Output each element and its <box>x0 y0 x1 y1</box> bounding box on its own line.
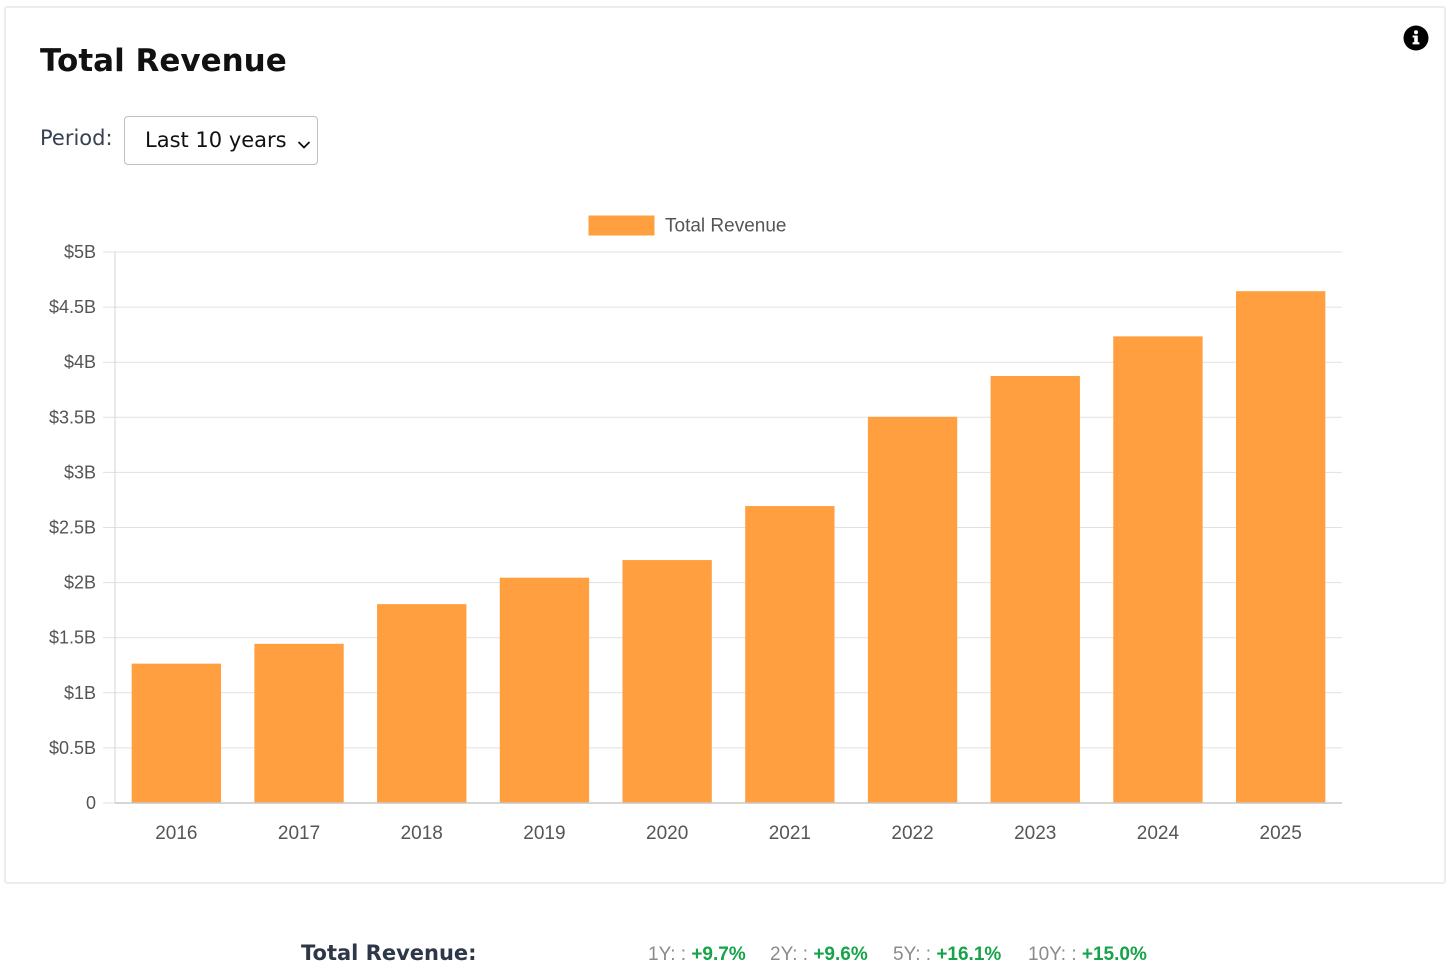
growth-stat-label: 2Y: : <box>770 944 814 965</box>
growth-stat-label: 10Y: : <box>1028 944 1082 965</box>
x-tick-label: 2020 <box>646 823 688 844</box>
bar[interactable] <box>622 560 712 804</box>
legend-swatch <box>588 215 655 236</box>
y-tick-label: $5B <box>64 242 96 262</box>
y-tick-label: $1B <box>64 683 96 703</box>
y-tick-label: $1.5B <box>49 628 96 648</box>
period-label: Period: <box>40 126 113 150</box>
y-tick-label: $3B <box>64 462 96 482</box>
legend-label: Total Revenue <box>665 216 786 237</box>
y-tick-label: $2.5B <box>49 518 96 538</box>
x-tick-label: 2019 <box>523 823 565 844</box>
x-tick-label: 2022 <box>891 823 933 844</box>
x-tick-label: 2023 <box>1014 823 1056 844</box>
chevron-down-icon <box>297 135 311 149</box>
bar[interactable] <box>990 376 1080 804</box>
y-tick-label: $3.5B <box>49 407 96 427</box>
growth-stat-label: 1Y: : <box>648 944 692 965</box>
x-tick-label: 2025 <box>1260 823 1302 844</box>
growth-stat-value: +9.6% <box>813 944 868 965</box>
growth-stat: 2Y: : +9.6% <box>770 944 868 966</box>
revenue-bar-chart: 0 $0.5B $1B $1.5B $2B $2.5B $3B $3.5B $4B $4.5B $5… <box>49 215 1342 844</box>
growth-stat-value: +16.1% <box>936 944 1002 965</box>
bar[interactable] <box>499 577 590 804</box>
bar[interactable] <box>1235 291 1326 804</box>
summary-label: Total Revenue: <box>301 941 477 965</box>
growth-stat: 10Y: : +15.0% <box>1028 944 1147 966</box>
y-tick-label: $2B <box>64 573 96 593</box>
x-tick-label: 2017 <box>278 823 320 844</box>
y-tick-label: $0.5B <box>49 738 96 758</box>
growth-stat-value: +9.7% <box>691 944 746 965</box>
growth-stat-value: +15.0% <box>1081 944 1147 965</box>
growth-stat: 1Y: : +9.7% <box>648 944 746 966</box>
y-tick-label: $4.5B <box>49 297 96 317</box>
growth-stat-label: 5Y: : <box>893 944 937 965</box>
page-title: Total Revenue <box>40 43 287 79</box>
y-tick-label: 0 <box>86 793 96 813</box>
period-select[interactable]: Last 10 years <box>124 116 318 165</box>
growth-stat: 5Y: : +16.1% <box>893 944 1001 966</box>
bar[interactable] <box>867 416 958 804</box>
x-tick-label: 2021 <box>769 823 811 844</box>
x-tick-label: 2016 <box>155 823 197 844</box>
info-circle-icon[interactable] <box>1403 25 1429 51</box>
bar[interactable] <box>131 663 222 804</box>
bar[interactable] <box>254 643 344 804</box>
bar[interactable] <box>745 506 835 804</box>
bar[interactable] <box>377 604 467 804</box>
y-tick-label: $4B <box>64 352 96 372</box>
x-tick-label: 2024 <box>1137 823 1180 844</box>
x-tick-label: 2018 <box>401 823 443 844</box>
period-selected-value: Last 10 years <box>145 128 287 152</box>
bar[interactable] <box>1113 336 1203 804</box>
